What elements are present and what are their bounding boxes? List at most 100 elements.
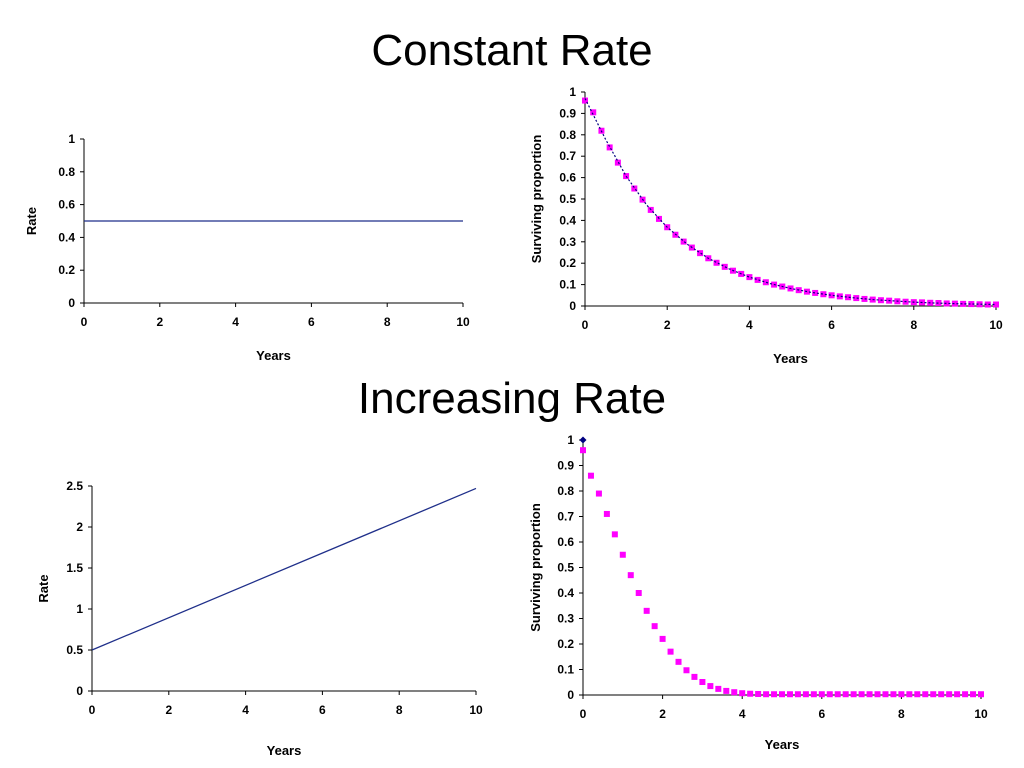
y-tick-label: 0.7	[559, 149, 576, 163]
y-axis-title: Rate	[36, 574, 51, 602]
survival-point	[786, 691, 793, 698]
survival-point	[651, 623, 658, 630]
survival-point	[820, 291, 827, 298]
survival-point	[993, 301, 999, 308]
survival-point	[914, 691, 921, 698]
survival-point	[747, 690, 754, 697]
survival-point	[680, 238, 687, 245]
survival-point	[614, 159, 621, 166]
survival-point	[861, 295, 868, 302]
survival-point	[834, 691, 841, 698]
survival-point	[754, 276, 761, 283]
survival-point	[968, 301, 975, 308]
y-tick-label: 0.3	[557, 612, 574, 626]
survival-point	[590, 109, 597, 116]
survival-point	[810, 691, 817, 698]
survival-point	[623, 173, 630, 180]
y-tick-label: 0.4	[557, 586, 574, 600]
y-axis-title: Surviving proportion	[528, 503, 543, 632]
x-tick-label: 0	[580, 707, 587, 721]
survival-point	[643, 607, 650, 614]
survival-point	[874, 691, 881, 698]
survival-point	[691, 673, 698, 680]
y-tick-label: 1	[567, 433, 574, 447]
x-axis-title: Years	[267, 743, 302, 758]
survival-point	[845, 294, 852, 301]
y-tick-label: 0	[68, 296, 75, 310]
survival-point	[707, 683, 714, 690]
y-tick-label: 0.5	[557, 561, 574, 575]
y-tick-label: 0.2	[58, 263, 75, 277]
y-tick-label: 2.5	[66, 479, 83, 493]
y-tick-label: 1	[569, 85, 576, 99]
x-tick-label: 8	[910, 318, 917, 332]
survival-point	[976, 301, 983, 308]
increasing-rate-chart: 0 0.5 1 1.5 2 2.5 0 2 4 6 8 10 Years Rate	[36, 479, 483, 758]
y-tick-label: 0.8	[58, 165, 75, 179]
increasing-rate-heading: Increasing Rate	[357, 374, 667, 423]
survival-point	[582, 97, 588, 104]
y-tick-label: 1	[76, 602, 83, 616]
x-tick-label: 0	[81, 315, 88, 329]
survival-point	[866, 691, 873, 698]
survival-point	[922, 691, 929, 698]
y-tick-label: 0.5	[559, 192, 576, 206]
survival-point	[755, 690, 762, 697]
survival-point	[723, 687, 730, 694]
survival-point	[731, 689, 738, 696]
survival-point	[842, 691, 849, 698]
x-axis-title: Years	[765, 737, 800, 752]
survival-point	[697, 250, 704, 257]
survival-point	[818, 691, 825, 698]
x-tick-label: 0	[582, 318, 589, 332]
x-tick-label: 6	[818, 707, 825, 721]
survival-point	[938, 691, 945, 698]
y-tick-label: 0.6	[559, 171, 576, 185]
survival-point	[683, 667, 690, 674]
survival-point	[794, 691, 801, 698]
survival-point	[984, 301, 991, 308]
survival-point	[715, 685, 722, 692]
y-tick-label: 0.5	[66, 643, 83, 657]
increasing-survival-chart: 00.10.20.30.40.50.60.70.80.910 2 4 6 8 10Year…	[528, 433, 988, 752]
survival-point	[970, 691, 977, 698]
x-tick-label: 4	[242, 703, 249, 717]
survival-point	[699, 678, 706, 685]
survival-point	[603, 510, 610, 517]
rate-line	[91, 487, 477, 651]
survival-point	[946, 691, 953, 698]
survival-point	[595, 490, 602, 497]
x-tick-label: 8	[898, 707, 905, 721]
survival-point	[858, 691, 865, 698]
y-tick-label: 0.4	[559, 213, 576, 227]
survival-point	[954, 691, 961, 698]
constant-rate-heading: Constant Rate	[371, 26, 653, 75]
survival-point	[619, 551, 626, 558]
survival-exact-point	[579, 436, 587, 444]
y-tick-label: 1.5	[66, 561, 83, 575]
y-tick-label: 0.3	[559, 235, 576, 249]
x-axis-title: Years	[256, 348, 291, 363]
y-tick-label: 0.9	[559, 106, 576, 120]
y-tick-label: 0.6	[557, 535, 574, 549]
x-axis-title: Years	[773, 351, 808, 366]
survival-point	[739, 690, 746, 697]
x-tick-label: 10	[974, 707, 988, 721]
survival-point	[587, 472, 594, 479]
survival-exact-line	[584, 98, 997, 306]
x-tick-label: 6	[828, 318, 835, 332]
survival-point	[802, 691, 809, 698]
y-tick-label: 0.7	[557, 510, 574, 524]
survival-point	[771, 691, 778, 698]
x-tick-label: 0	[89, 703, 96, 717]
x-tick-label: 10	[456, 315, 470, 329]
survival-point	[828, 292, 835, 299]
survival-point	[606, 144, 613, 151]
y-tick-label: 0.8	[559, 128, 576, 142]
survival-point	[853, 295, 860, 302]
survival-point	[779, 691, 785, 698]
x-tick-label: 2	[156, 315, 163, 329]
constant-survival-chart: 00.10.20.30.40.50.60.70.80.910 2 4 6 8 10Year…	[529, 85, 1003, 366]
survival-point	[943, 300, 950, 307]
y-tick-label: 0.9	[557, 459, 574, 473]
